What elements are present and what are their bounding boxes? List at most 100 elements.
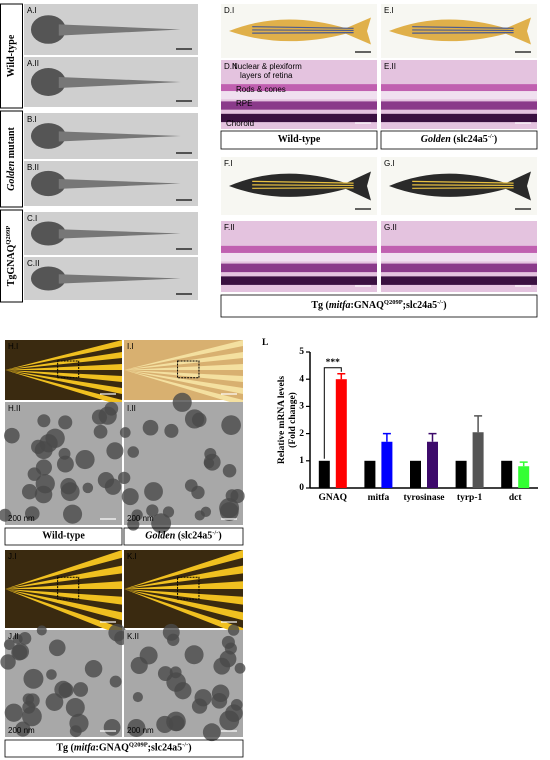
melanosome: [169, 666, 182, 679]
text-segment: Q209P: [5, 226, 12, 245]
text-segment: Golden: [421, 134, 451, 145]
melanosome: [24, 506, 40, 521]
bar: [518, 466, 530, 488]
fish-stripe: [252, 26, 354, 29]
photo: [381, 60, 537, 129]
fish-stripe: [252, 32, 354, 34]
melanosome: [132, 691, 143, 703]
text-segment: Golden: [145, 531, 175, 542]
bar: [364, 460, 376, 488]
photo: [5, 550, 122, 636]
significance-label: ***: [326, 358, 341, 368]
retina-layer: [221, 91, 377, 100]
label-box: [0, 209, 23, 303]
retina-layer: [221, 245, 377, 255]
melanosome: [69, 725, 82, 738]
retina-layer: [221, 276, 377, 285]
fish-body: [229, 171, 371, 201]
melanosome: [119, 427, 131, 438]
text-segment: Golden: [6, 160, 17, 190]
melanosome: [230, 699, 243, 711]
y-tick-label: 4: [299, 374, 304, 384]
melanosome: [221, 415, 241, 435]
melanosome: [166, 672, 186, 692]
melanosome: [36, 625, 47, 636]
scale-label: 200 nm: [127, 726, 154, 735]
text-segment: Wild-type: [6, 34, 17, 77]
fin-ray: [5, 565, 122, 589]
text-segment: (slc24a5: [451, 134, 488, 145]
photo: [381, 221, 537, 292]
melanosome: [93, 424, 108, 439]
melanosome: [46, 669, 57, 680]
melanosome: [23, 668, 44, 689]
retina-annotation: RPE: [236, 99, 252, 108]
larva-head: [30, 15, 66, 44]
retina-layer: [381, 113, 537, 123]
fin-ray: [5, 589, 122, 605]
significance-bracket: [323, 367, 342, 459]
photo: [381, 157, 537, 215]
melanosome: [97, 471, 115, 489]
error-bar: [428, 432, 437, 442]
melanosome: [45, 693, 64, 711]
caption: Tg (mitfa:GNAQQ209P;slc24a5-/-): [56, 741, 191, 753]
bar: [335, 379, 347, 488]
scale-label: 200 nm: [8, 514, 35, 523]
inset-box: [177, 360, 200, 379]
inset-box: [57, 360, 80, 379]
retina-annotation: Nuclear & plexiform: [232, 62, 302, 71]
retina-annotation: Choroid: [226, 119, 254, 128]
text-segment: -/-: [212, 529, 218, 536]
photo: [221, 157, 377, 215]
melanosome: [27, 467, 42, 481]
caption: Golden (slc24a5-/-): [145, 529, 221, 541]
panel-label: H.II: [8, 404, 20, 413]
melanosome: [224, 642, 237, 655]
melanosome: [121, 488, 139, 506]
fin-ray: [124, 550, 243, 589]
larva-head: [30, 68, 66, 96]
melanosome: [98, 406, 117, 425]
melanosome: [146, 504, 159, 517]
label-box: [0, 110, 23, 208]
y-tick-label: 0: [299, 483, 304, 493]
melanosome: [191, 698, 208, 714]
vertical-label: Wild-type: [6, 34, 17, 77]
fish-stripe: [412, 32, 514, 34]
fin-ray: [124, 589, 243, 636]
melanosome: [84, 660, 103, 678]
larva-body: [58, 274, 181, 284]
text-segment: ): [188, 743, 191, 754]
retina-layer: [381, 91, 537, 100]
retina-annotation: layers of retina: [240, 71, 293, 80]
melanosome: [106, 442, 124, 460]
retina-layer: [221, 252, 377, 262]
photo: [5, 340, 122, 406]
photo: [0, 401, 124, 525]
retina-layer: [221, 113, 377, 123]
fish-stripe: [412, 29, 514, 32]
melanosome: [11, 644, 28, 661]
fish-stripe: [412, 180, 514, 184]
caption-box: [4, 739, 244, 758]
melanosome: [65, 697, 85, 717]
photo: [24, 57, 198, 107]
fin-ray: [5, 352, 122, 370]
retina-layer: [381, 263, 537, 273]
melanosome: [109, 675, 122, 688]
melanosome: [127, 518, 140, 531]
fin-ray: [124, 581, 243, 589]
panel-label: G.II: [384, 223, 397, 232]
text-segment: ): [494, 134, 497, 145]
bar: [318, 460, 330, 488]
panel-label: L: [262, 338, 268, 348]
photo: [24, 4, 198, 55]
x-tick-label: tyrp-1: [457, 493, 483, 503]
panel-label: J.I: [8, 552, 16, 561]
melanosome: [184, 409, 205, 429]
melanosome: [35, 474, 55, 494]
inset-box: [57, 576, 80, 600]
photo: [24, 161, 198, 206]
